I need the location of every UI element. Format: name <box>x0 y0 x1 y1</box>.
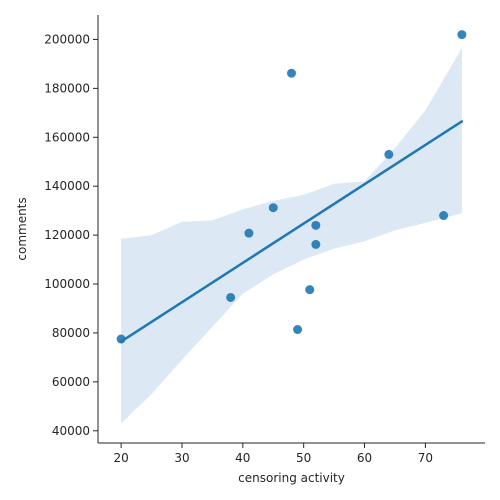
data-point <box>457 30 467 40</box>
y-tick-label: 120000 <box>44 228 90 242</box>
x-tick-label: 60 <box>357 451 372 465</box>
data-point <box>311 220 321 230</box>
data-point <box>116 334 126 344</box>
data-point <box>293 325 303 335</box>
confidence-band-layer <box>121 48 462 424</box>
confidence-band <box>121 48 462 424</box>
y-ticks: 40000 60000 80000 100000 120000 140000 160000 1… <box>44 32 98 438</box>
data-point <box>226 292 236 302</box>
x-tick-label: 20 <box>113 451 128 465</box>
x-ticks: 20 30 40 50 60 70 <box>113 443 433 465</box>
data-point <box>268 203 278 213</box>
x-tick-label: 50 <box>296 451 311 465</box>
data-point <box>287 68 296 78</box>
data-point <box>244 228 254 238</box>
x-tick-label: 30 <box>174 451 189 465</box>
y-axis-label: comments <box>15 197 29 260</box>
y-tick-label: 160000 <box>44 130 90 144</box>
y-tick-label: 40000 <box>52 424 90 438</box>
y-tick-label: 60000 <box>52 375 90 389</box>
x-tick-label: 70 <box>418 451 433 465</box>
y-tick-label: 180000 <box>44 81 90 95</box>
data-point <box>439 211 449 221</box>
y-tick-label: 80000 <box>52 326 90 340</box>
y-tick-label: 200000 <box>44 32 90 46</box>
regression-line <box>119 120 464 343</box>
data-point <box>384 149 394 159</box>
y-tick-label: 140000 <box>44 179 90 193</box>
y-tick-label: 100000 <box>44 277 90 291</box>
data-point <box>305 285 315 295</box>
x-axis-label: censoring activity <box>238 471 345 485</box>
regression-line-layer <box>119 120 464 343</box>
axes-layer <box>97 15 485 444</box>
points-layer <box>116 30 467 344</box>
data-point <box>311 239 321 249</box>
x-tick-label: 40 <box>235 451 250 465</box>
